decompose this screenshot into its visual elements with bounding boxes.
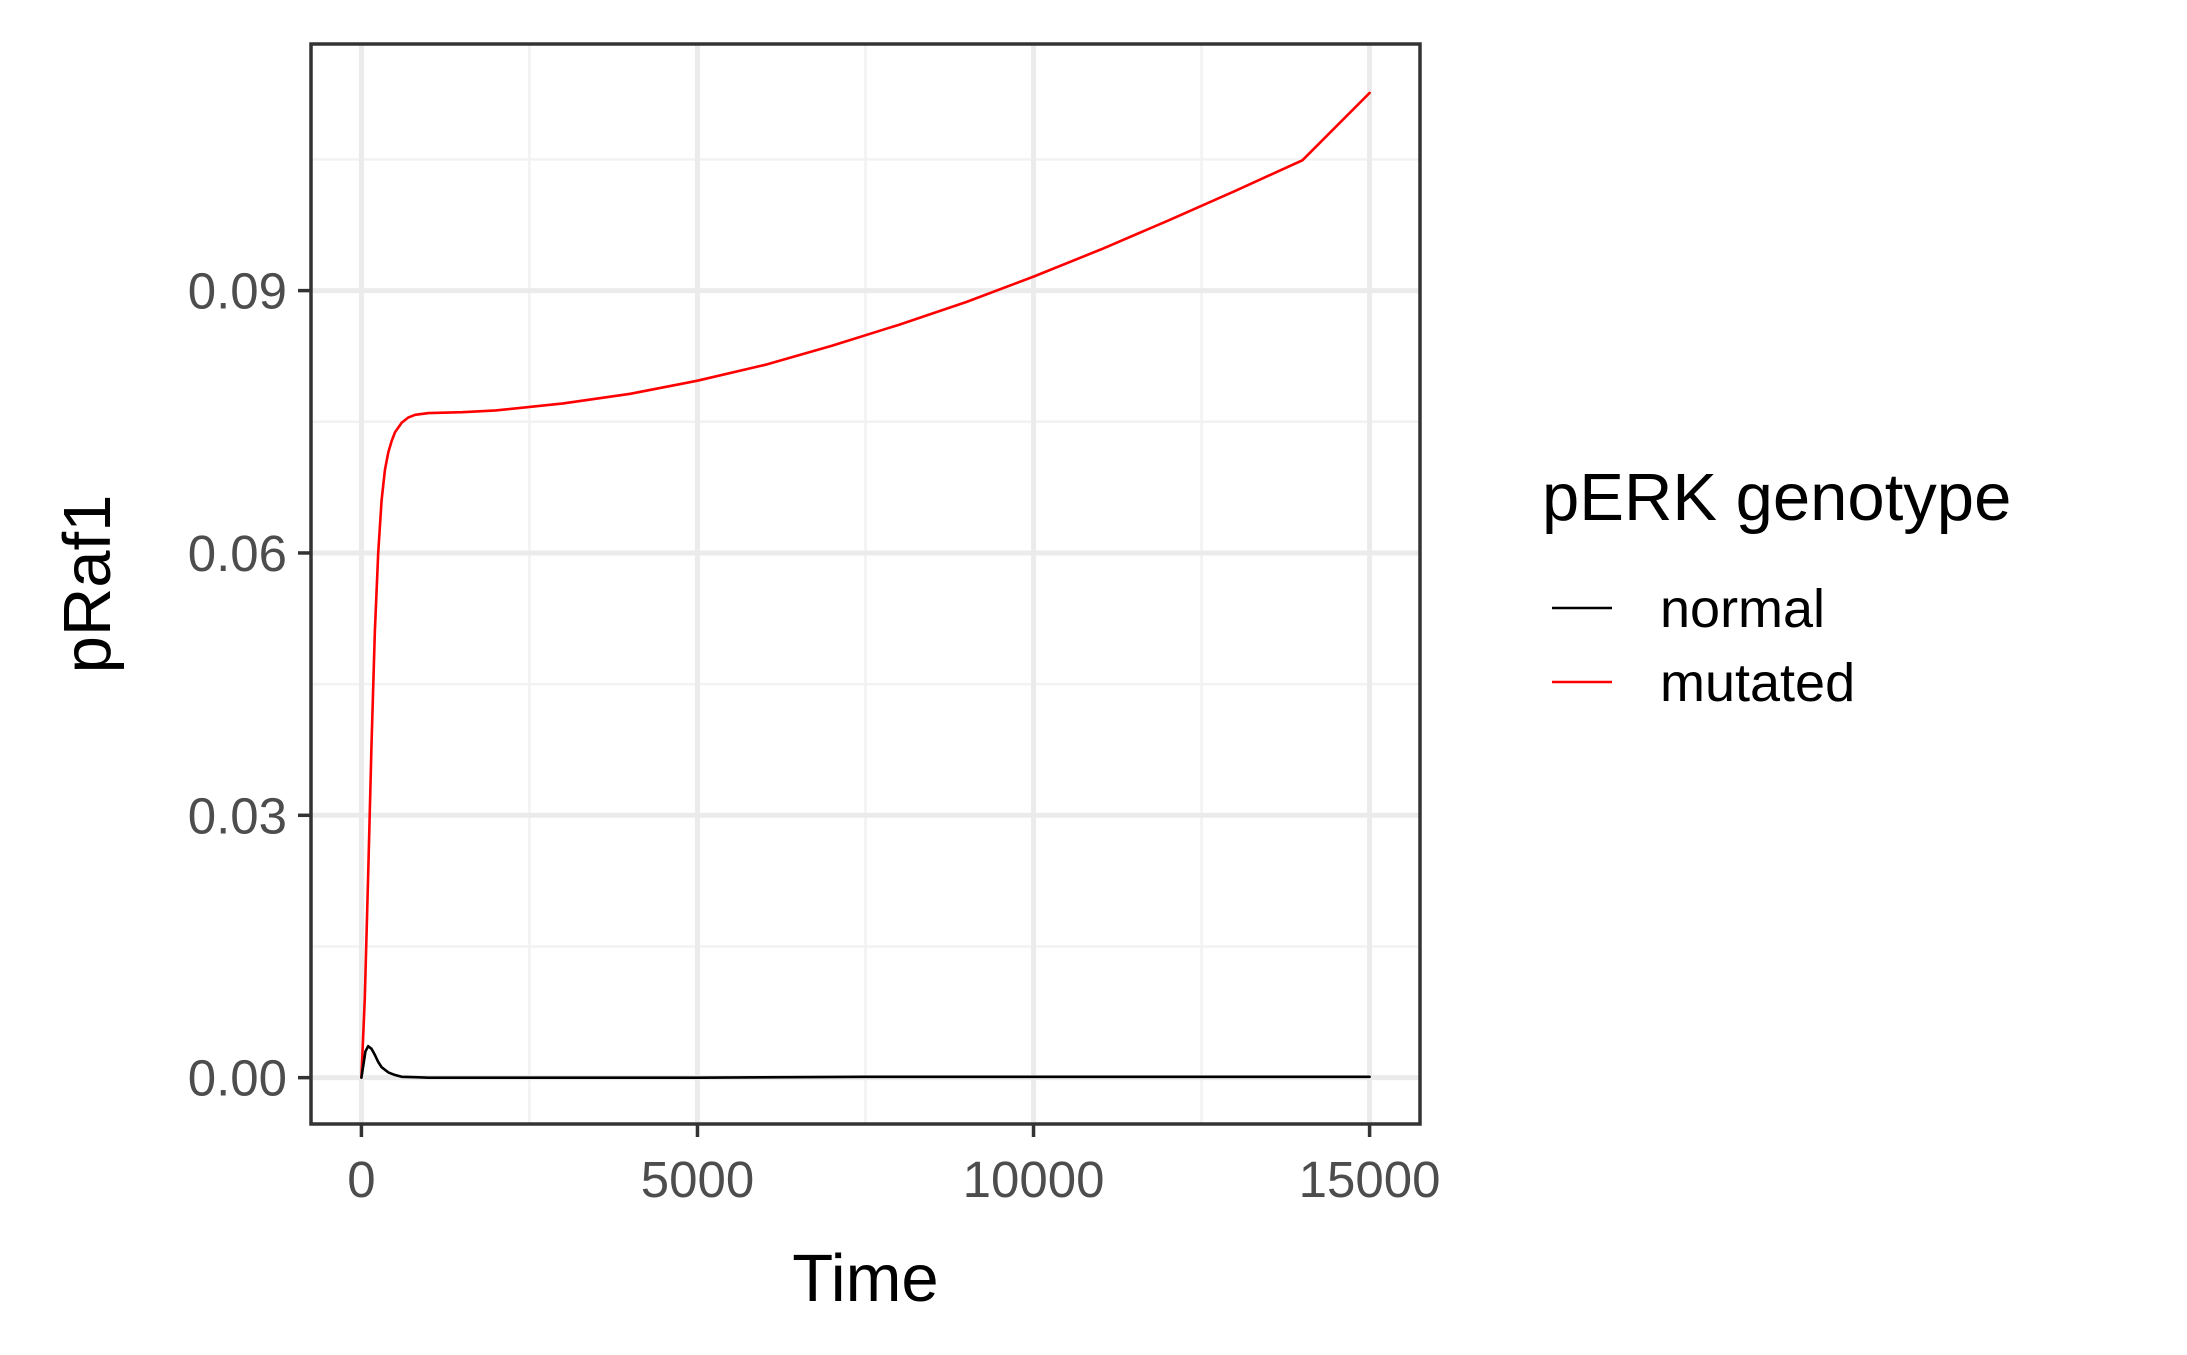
y-axis-title: pRaf1 — [50, 495, 125, 674]
y-tick-label: 0.00 — [188, 1050, 287, 1107]
legend: pERK genotype normal mutated — [1542, 460, 2011, 713]
legend-title: pERK genotype — [1542, 460, 2011, 535]
y-tick-label: 0.09 — [188, 263, 287, 320]
x-axis-title: Time — [792, 1241, 938, 1316]
plot-panel-border — [309, 42, 1422, 1126]
series-line-mutated — [360, 91, 1371, 1079]
y-tick-label: 0.03 — [188, 787, 287, 844]
legend-items: normal mutated — [1552, 579, 1855, 713]
y-tick-label: 0.06 — [188, 525, 287, 582]
x-tick-label: 15000 — [1299, 1151, 1441, 1208]
axis-ticks: 0 5000 10000 15000 0.00 0.03 0.06 0.09 — [188, 263, 1441, 1208]
legend-label-mutated: mutated — [1660, 653, 1855, 713]
x-tick-label: 10000 — [963, 1151, 1105, 1208]
legend-label-normal: normal — [1660, 579, 1825, 639]
x-tick-label: 0 — [347, 1151, 375, 1208]
series-lines — [360, 91, 1371, 1079]
x-tick-label: 5000 — [641, 1151, 754, 1208]
series-line-normal — [360, 1044, 1371, 1079]
